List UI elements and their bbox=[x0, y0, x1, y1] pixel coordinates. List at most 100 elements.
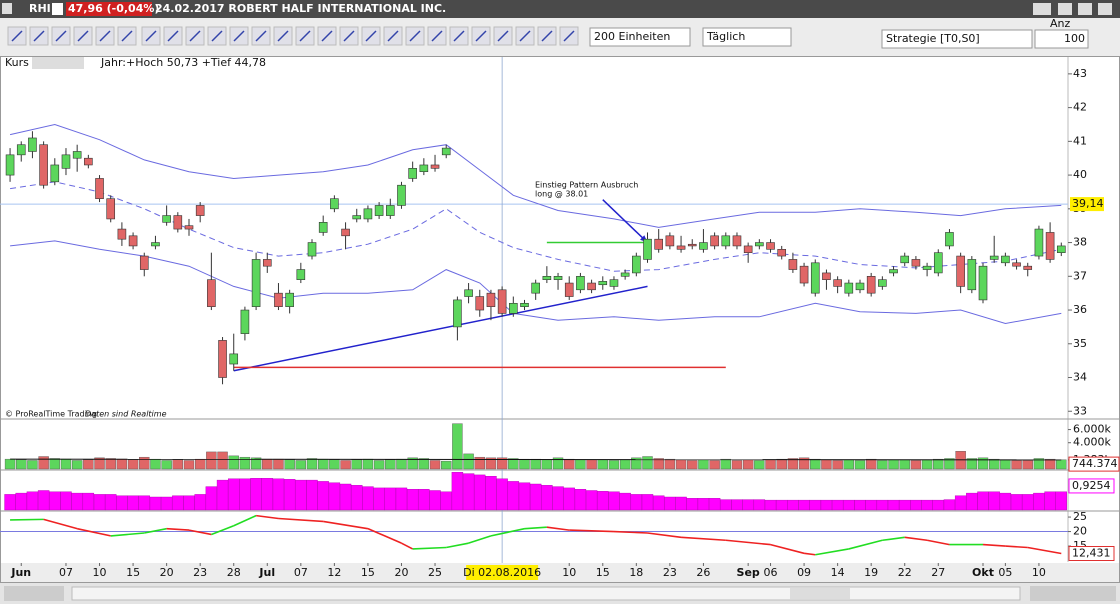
scrollbar[interactable] bbox=[71, 586, 1021, 601]
volume-bar bbox=[944, 458, 955, 470]
volume-bar bbox=[60, 458, 72, 470]
candle-body bbox=[5, 154, 15, 176]
qty-field[interactable] bbox=[1034, 29, 1089, 49]
tool-icon bbox=[387, 30, 399, 42]
volume-bar bbox=[765, 459, 776, 470]
candle-body bbox=[576, 275, 585, 291]
y-tick-label: 37 bbox=[1073, 269, 1087, 282]
volume-bar bbox=[988, 458, 1000, 470]
tool-icon bbox=[211, 30, 223, 42]
candle-body bbox=[39, 144, 48, 186]
volume-bar bbox=[519, 458, 530, 470]
oscillator-line bbox=[446, 542, 469, 549]
volume-bar bbox=[754, 460, 765, 470]
volume-bar bbox=[194, 458, 206, 470]
candle-body bbox=[587, 282, 596, 291]
oscillator-tick-label: 20 bbox=[1073, 525, 1087, 538]
oscillator-line bbox=[110, 532, 145, 537]
volume-bar bbox=[787, 458, 799, 470]
candle-body bbox=[1001, 255, 1010, 264]
oscillator-line bbox=[882, 536, 905, 542]
indicator-bar bbox=[798, 499, 810, 511]
window-button[interactable] bbox=[1078, 3, 1092, 15]
volume-bar bbox=[239, 456, 251, 470]
units-dropdown[interactable] bbox=[589, 27, 691, 47]
indicator-bar bbox=[686, 498, 698, 511]
volume-bar bbox=[865, 458, 877, 470]
candle-body bbox=[810, 262, 820, 294]
volume-bar bbox=[295, 460, 307, 470]
tool-icon bbox=[343, 30, 355, 42]
oscillator-line bbox=[468, 535, 492, 544]
indicator-bar bbox=[474, 474, 486, 511]
indicator-bar bbox=[1055, 491, 1067, 511]
candle-body bbox=[117, 228, 127, 240]
volume-bar bbox=[664, 458, 676, 470]
indicator-bar bbox=[619, 492, 631, 511]
oscillator-tick-label: 25 bbox=[1073, 510, 1087, 523]
volume-bar bbox=[273, 458, 284, 470]
indicator-bar bbox=[4, 494, 16, 511]
x-tick-label: 27 bbox=[931, 566, 945, 579]
candle-body bbox=[956, 255, 965, 287]
candle-body bbox=[878, 279, 887, 287]
volume-bar bbox=[418, 458, 430, 470]
x-tick-label: 06 bbox=[764, 566, 778, 579]
window-button[interactable] bbox=[1058, 3, 1072, 15]
volume-bar bbox=[832, 460, 843, 470]
window-button[interactable] bbox=[1098, 3, 1112, 15]
y-tick-label: 34 bbox=[1073, 371, 1087, 384]
volume-last: 744.374 bbox=[1072, 457, 1118, 470]
units: 200 Einheiten bbox=[594, 30, 670, 43]
indicator-bar bbox=[149, 496, 162, 511]
x-tick-label: 10 bbox=[1032, 566, 1046, 579]
indicator-bar bbox=[720, 499, 732, 511]
indicator-bar bbox=[250, 478, 262, 511]
indicator-bar bbox=[585, 490, 598, 511]
strategy-dropdown[interactable] bbox=[881, 29, 1033, 49]
indicator-bar bbox=[451, 472, 464, 511]
info-icons[interactable] bbox=[32, 57, 84, 69]
volume-bar bbox=[83, 459, 94, 470]
indicator-bar bbox=[809, 499, 821, 511]
zoom-buttons[interactable] bbox=[1030, 586, 1116, 601]
candle-body bbox=[665, 235, 675, 247]
volume-bar bbox=[1044, 458, 1056, 470]
candle-body bbox=[632, 255, 641, 274]
candle-body bbox=[1012, 262, 1021, 267]
volume-bar bbox=[49, 458, 60, 470]
candle-body bbox=[50, 164, 60, 183]
indicator-bar bbox=[295, 479, 307, 511]
volume-bar bbox=[541, 459, 553, 470]
indicator-bar bbox=[675, 496, 687, 511]
tool-icon bbox=[145, 30, 157, 42]
volume-bar bbox=[1056, 459, 1067, 470]
x-tick-label: 19 bbox=[864, 566, 878, 579]
volume-bar bbox=[698, 459, 709, 470]
title-bar bbox=[0, 0, 1120, 18]
indicator-bar bbox=[865, 499, 877, 511]
period-dropdown[interactable] bbox=[702, 27, 792, 47]
tool-icon bbox=[453, 30, 465, 42]
volume-bar bbox=[116, 458, 128, 470]
scroll-thumb[interactable] bbox=[790, 588, 850, 599]
oscillator-line bbox=[647, 532, 682, 539]
indicator-bar bbox=[954, 495, 967, 511]
info-icon[interactable] bbox=[52, 3, 63, 15]
status-icons[interactable] bbox=[4, 586, 64, 601]
oscillator-line bbox=[43, 518, 78, 530]
y-tick-label: 36 bbox=[1073, 303, 1087, 316]
candle-body bbox=[687, 243, 697, 247]
window-button[interactable] bbox=[1033, 3, 1051, 15]
candle-body bbox=[251, 259, 261, 307]
candle-body bbox=[184, 225, 194, 230]
indicator-bar bbox=[37, 490, 50, 511]
candle-body bbox=[710, 235, 719, 247]
candle-body bbox=[732, 235, 742, 247]
indicator-last: 0,9254 bbox=[1072, 479, 1111, 492]
indicator-bar bbox=[26, 491, 39, 511]
candle-body bbox=[151, 242, 160, 247]
menu-icon[interactable] bbox=[2, 3, 12, 14]
oscillator-line bbox=[211, 525, 235, 536]
candle-body bbox=[162, 215, 171, 223]
